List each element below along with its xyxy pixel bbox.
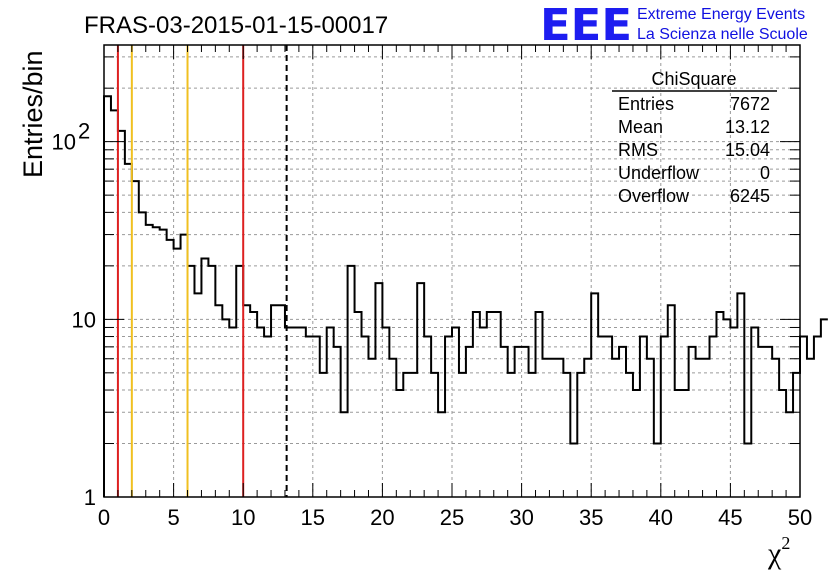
x-tick-label: 30 [509, 505, 533, 530]
stats-value: 0 [760, 163, 770, 183]
marker-lines [116, 45, 288, 497]
stats-label: Underflow [618, 163, 700, 183]
stats-box: ChiSquare Entries 7672 Mean 13.12 RMS 15.04 Un… [612, 69, 777, 206]
stats-label: RMS [618, 140, 658, 160]
x-axis-label-sup: 2 [781, 533, 790, 553]
chart-title: FRAS-03-2015-01-15-00017 [84, 12, 388, 39]
x-tick-label: 15 [301, 505, 325, 530]
eee-logo: EEE Extreme Energy Events La Scienza nel… [540, 0, 808, 51]
x-axis-label: χ2 [767, 533, 790, 570]
stats-value: 13.12 [725, 117, 770, 137]
y-tick-label-sup: 2 [78, 119, 90, 144]
y-tick-label: 10 [52, 130, 76, 155]
stats-rows: Entries 7672 Mean 13.12 RMS 15.04 Underflow 0 Ov… [618, 94, 770, 206]
x-tick-label: 50 [788, 505, 812, 530]
logo-line-2: La Scienza nelle Scuole [637, 26, 808, 43]
x-tick-label: 10 [231, 505, 255, 530]
stats-label: Entries [618, 94, 674, 114]
y-tick-label: 1 [84, 485, 96, 510]
axes [103, 44, 801, 498]
stats-value: 6245 [730, 186, 770, 206]
stats-value: 7672 [730, 94, 770, 114]
x-tick-label: 0 [98, 505, 110, 530]
x-tick-label: 35 [579, 505, 603, 530]
eee-logo-mark: EEE [540, 0, 632, 51]
stats-header: ChiSquare [651, 69, 736, 89]
grid-lines [104, 45, 800, 497]
x-tick-label: 40 [649, 505, 673, 530]
stats-label: Overflow [618, 186, 690, 206]
y-tick-label: 10 [72, 307, 96, 332]
logo-line-1: Extreme Energy Events [637, 6, 805, 23]
stats-value: 15.04 [725, 140, 770, 160]
histogram-bars [103, 95, 828, 497]
stats-label: Mean [618, 117, 663, 137]
x-tick-label: 20 [370, 505, 394, 530]
histogram-series [103, 95, 828, 497]
x-axis-label-base: χ [767, 537, 782, 570]
x-tick-label: 25 [440, 505, 464, 530]
y-axis-label: Entries/bin [18, 50, 48, 178]
x-tick-label: 5 [167, 505, 179, 530]
x-tick-label: 45 [718, 505, 742, 530]
